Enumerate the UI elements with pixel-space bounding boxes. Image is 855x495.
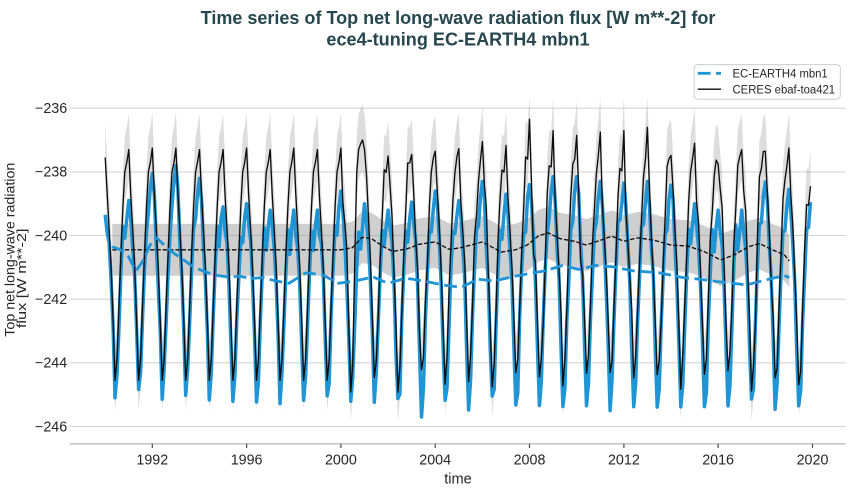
svg-text:ece4-tuning EC-EARTH4 mbn1: ece4-tuning EC-EARTH4 mbn1 xyxy=(326,30,589,50)
svg-text:−246: −246 xyxy=(35,419,67,435)
svg-text:2004: 2004 xyxy=(419,453,451,469)
svg-text:Top net long-wave radiation: Top net long-wave radiation xyxy=(2,163,18,337)
svg-text:1996: 1996 xyxy=(231,453,263,469)
svg-text:Time series of Top net long-wa: Time series of Top net long-wave radiati… xyxy=(201,8,716,28)
svg-text:time: time xyxy=(444,471,472,487)
svg-text:−238: −238 xyxy=(35,165,67,181)
svg-text:−242: −242 xyxy=(35,292,67,308)
svg-text:EC-EARTH4 mbn1: EC-EARTH4 mbn1 xyxy=(733,69,828,81)
svg-text:−240: −240 xyxy=(35,228,67,244)
svg-text:2020: 2020 xyxy=(797,453,829,469)
svg-text:2000: 2000 xyxy=(325,453,357,469)
svg-text:2016: 2016 xyxy=(702,453,734,469)
svg-text:−244: −244 xyxy=(35,356,67,372)
svg-text:2012: 2012 xyxy=(608,453,640,469)
svg-text:1992: 1992 xyxy=(136,453,168,469)
svg-text:−236: −236 xyxy=(35,101,67,117)
svg-text:2008: 2008 xyxy=(514,453,546,469)
svg-text:flux [W m**-2]: flux [W m**-2] xyxy=(14,228,29,328)
svg-text:CERES ebaf-toa421: CERES ebaf-toa421 xyxy=(733,85,836,97)
